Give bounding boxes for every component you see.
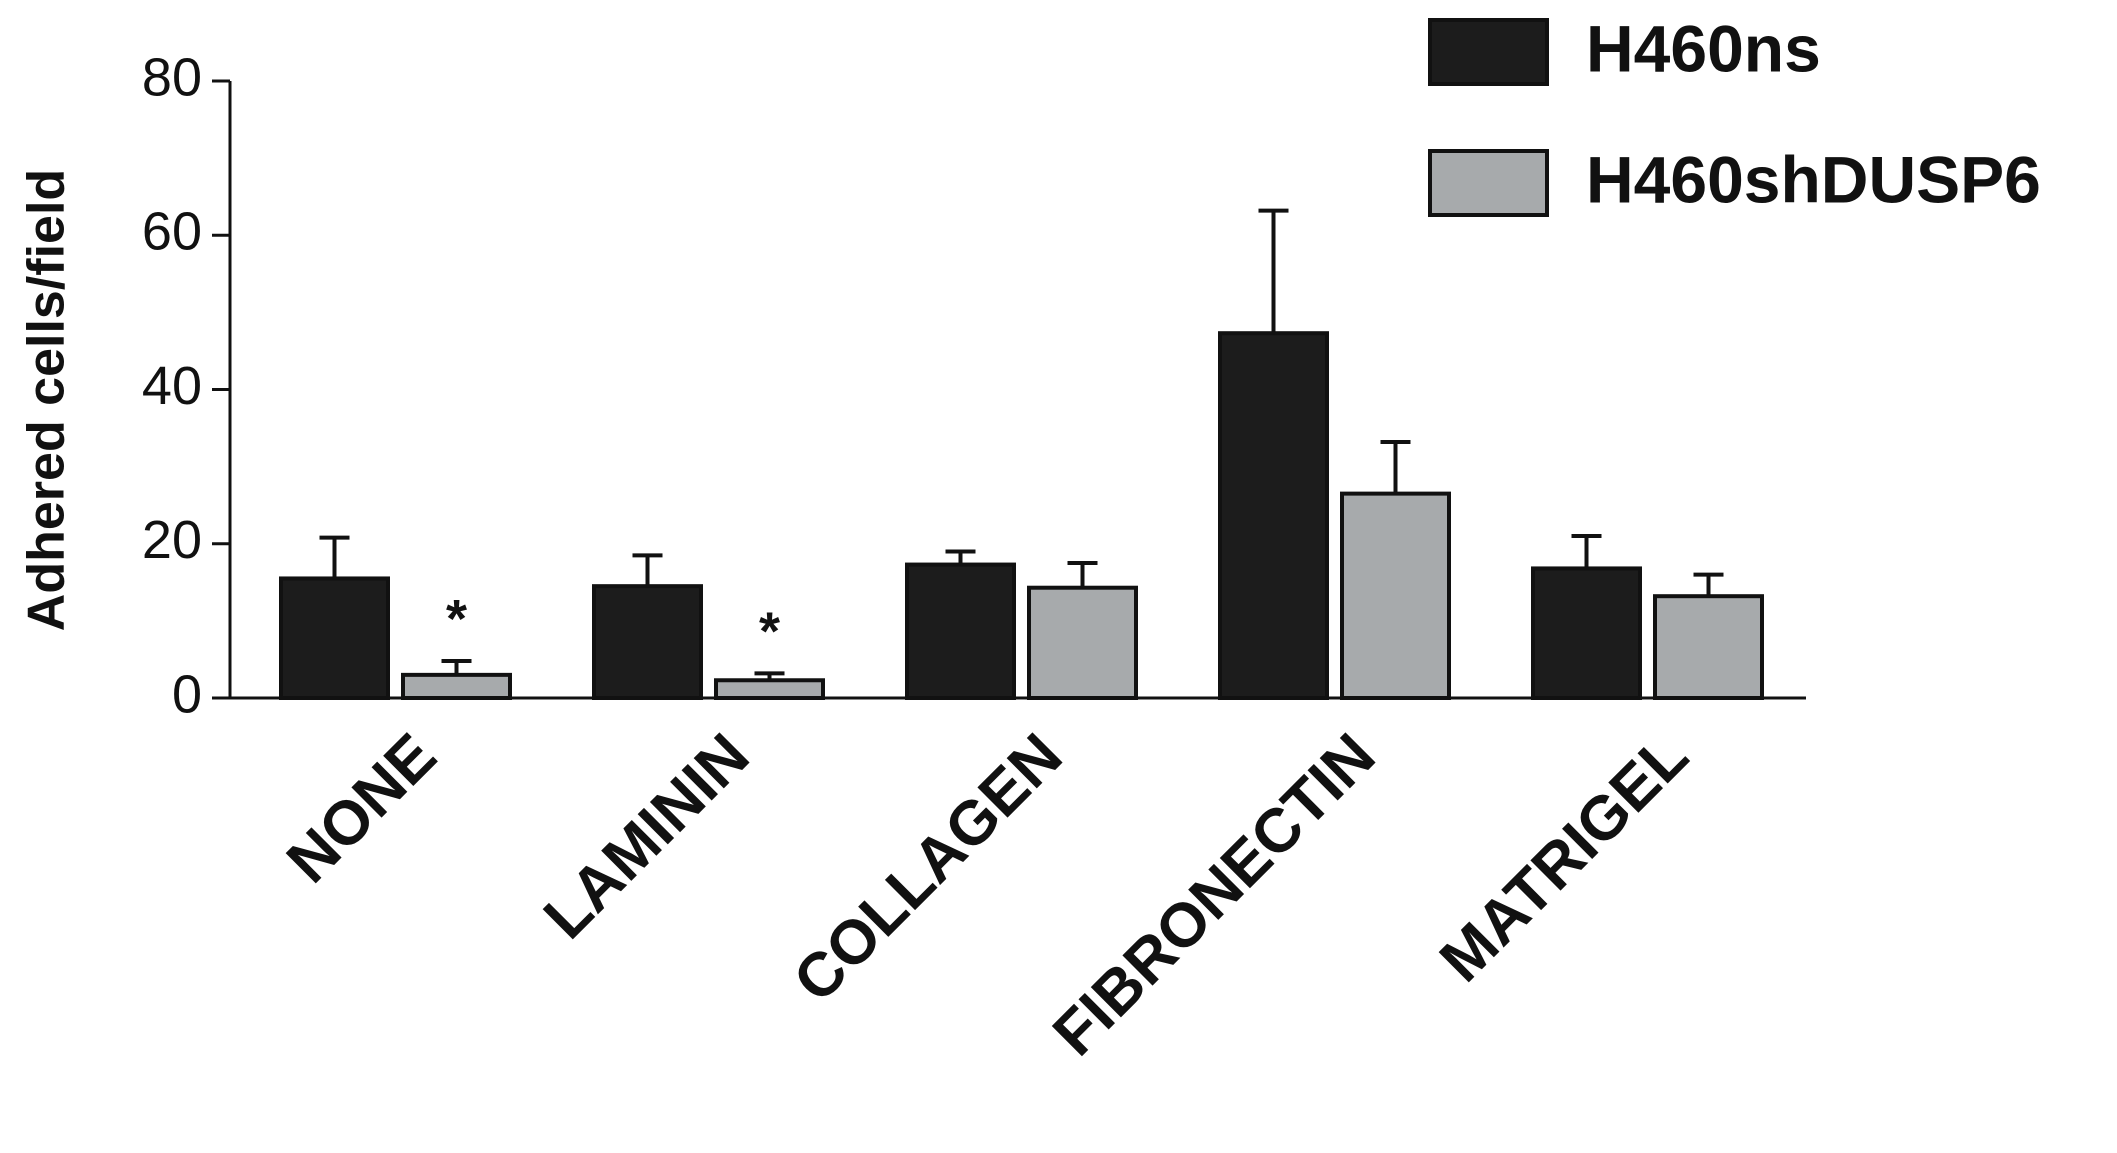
- x-tick-label: MATRIGEL: [1427, 721, 1701, 995]
- bar: [1340, 491, 1451, 700]
- y-tick-label: 20: [142, 510, 202, 570]
- legend-label: H460shDUSP6: [1586, 142, 2041, 216]
- bar: [905, 562, 1016, 700]
- y-axis-label: Adhered cells/field: [18, 169, 76, 631]
- legend-swatch: [1428, 149, 1549, 217]
- legend-swatch: [1428, 18, 1549, 86]
- x-tick-label: COLLAGEN: [781, 721, 1076, 1016]
- bar: [279, 576, 390, 700]
- bar: [1027, 585, 1138, 700]
- bar: [1653, 594, 1764, 701]
- bar: [1531, 566, 1642, 700]
- y-tick-label: 40: [142, 356, 202, 416]
- significance-marker: *: [759, 602, 780, 662]
- legend-label: H460ns: [1586, 11, 1821, 85]
- x-tick-label: FIBRONECTIN: [1040, 721, 1388, 1069]
- y-tick-label: 60: [142, 202, 202, 262]
- bar: [401, 672, 512, 700]
- bar: [714, 678, 825, 700]
- bar: [592, 584, 703, 701]
- y-tick-label: 80: [142, 47, 202, 107]
- y-tick-label: 0: [172, 664, 202, 724]
- significance-marker: *: [446, 589, 467, 649]
- x-tick-label: NONE: [274, 721, 449, 896]
- bar: [1218, 331, 1329, 700]
- x-tick-label: LAMININ: [531, 721, 762, 952]
